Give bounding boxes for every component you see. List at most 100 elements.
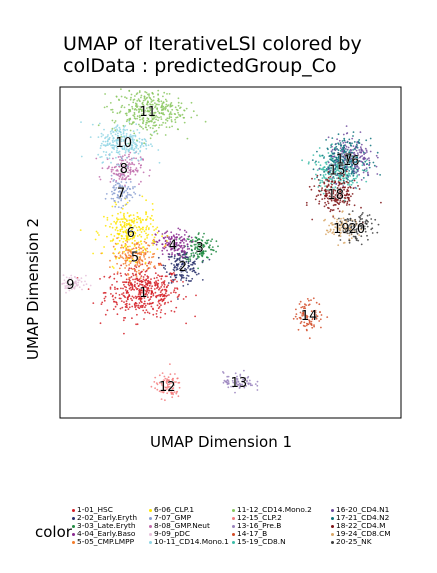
point (153, 117, 155, 120)
point (125, 133, 128, 135)
point (154, 291, 157, 294)
point (338, 217, 340, 220)
point (162, 385, 165, 388)
point (130, 163, 132, 166)
point (164, 268, 167, 270)
point (173, 249, 176, 252)
point (108, 157, 111, 160)
point (152, 115, 155, 118)
point (166, 93, 168, 95)
point (175, 391, 178, 393)
point (254, 383, 257, 385)
point (319, 185, 322, 187)
point (125, 135, 128, 137)
point (164, 275, 167, 278)
point (324, 218, 326, 221)
point (141, 263, 144, 266)
point (198, 246, 201, 249)
point (210, 240, 212, 243)
point (187, 260, 190, 263)
point (125, 247, 128, 250)
point (123, 237, 125, 240)
point (118, 297, 121, 300)
point (136, 264, 139, 266)
point (165, 271, 168, 273)
point (172, 234, 175, 237)
point (85, 274, 87, 277)
point (80, 277, 83, 280)
point (124, 285, 126, 288)
point (164, 244, 167, 247)
point (126, 136, 129, 139)
point (185, 279, 188, 282)
point (123, 190, 126, 193)
point (139, 229, 142, 231)
point (203, 232, 205, 235)
point (172, 247, 175, 250)
point (113, 172, 116, 175)
point (237, 384, 240, 386)
point (122, 139, 125, 141)
point (310, 314, 312, 317)
point (147, 228, 150, 231)
point (295, 313, 298, 315)
point (115, 173, 118, 176)
point (145, 140, 148, 143)
point (179, 241, 181, 244)
point (154, 121, 156, 123)
point (124, 317, 127, 319)
point (186, 271, 189, 274)
point (162, 121, 165, 124)
point (363, 153, 365, 156)
point (351, 179, 354, 182)
point (149, 133, 152, 136)
point (149, 137, 152, 140)
point (114, 288, 116, 290)
point (142, 116, 145, 119)
point (116, 280, 118, 283)
point (333, 177, 335, 180)
point (136, 257, 139, 260)
point (142, 309, 145, 312)
point (144, 285, 146, 287)
point (166, 392, 169, 395)
point (115, 187, 118, 189)
point (170, 102, 173, 104)
point (334, 186, 337, 189)
point (345, 170, 348, 173)
point (135, 323, 138, 326)
point (186, 256, 188, 259)
point (127, 155, 130, 158)
point (64, 285, 67, 287)
point (130, 228, 133, 231)
point (368, 214, 371, 216)
point (373, 164, 376, 167)
point (164, 312, 167, 315)
point (82, 284, 85, 287)
point (160, 100, 163, 103)
point (183, 254, 186, 256)
point (124, 125, 127, 127)
point (102, 144, 105, 147)
point (112, 131, 114, 133)
point (333, 217, 336, 220)
point (84, 280, 86, 283)
point (137, 159, 140, 162)
point (174, 265, 176, 268)
point (294, 315, 297, 318)
point (127, 256, 130, 259)
point (130, 248, 133, 251)
point (142, 159, 145, 161)
point (338, 174, 340, 177)
point (125, 278, 128, 281)
point (68, 278, 71, 281)
point (348, 241, 351, 244)
legend-item: 5-05_CMP.LMPP (72, 538, 137, 546)
point (140, 94, 143, 97)
point (106, 142, 109, 145)
point (155, 114, 157, 117)
point (323, 157, 325, 159)
point (124, 96, 126, 99)
point (144, 98, 147, 101)
point (111, 284, 113, 286)
